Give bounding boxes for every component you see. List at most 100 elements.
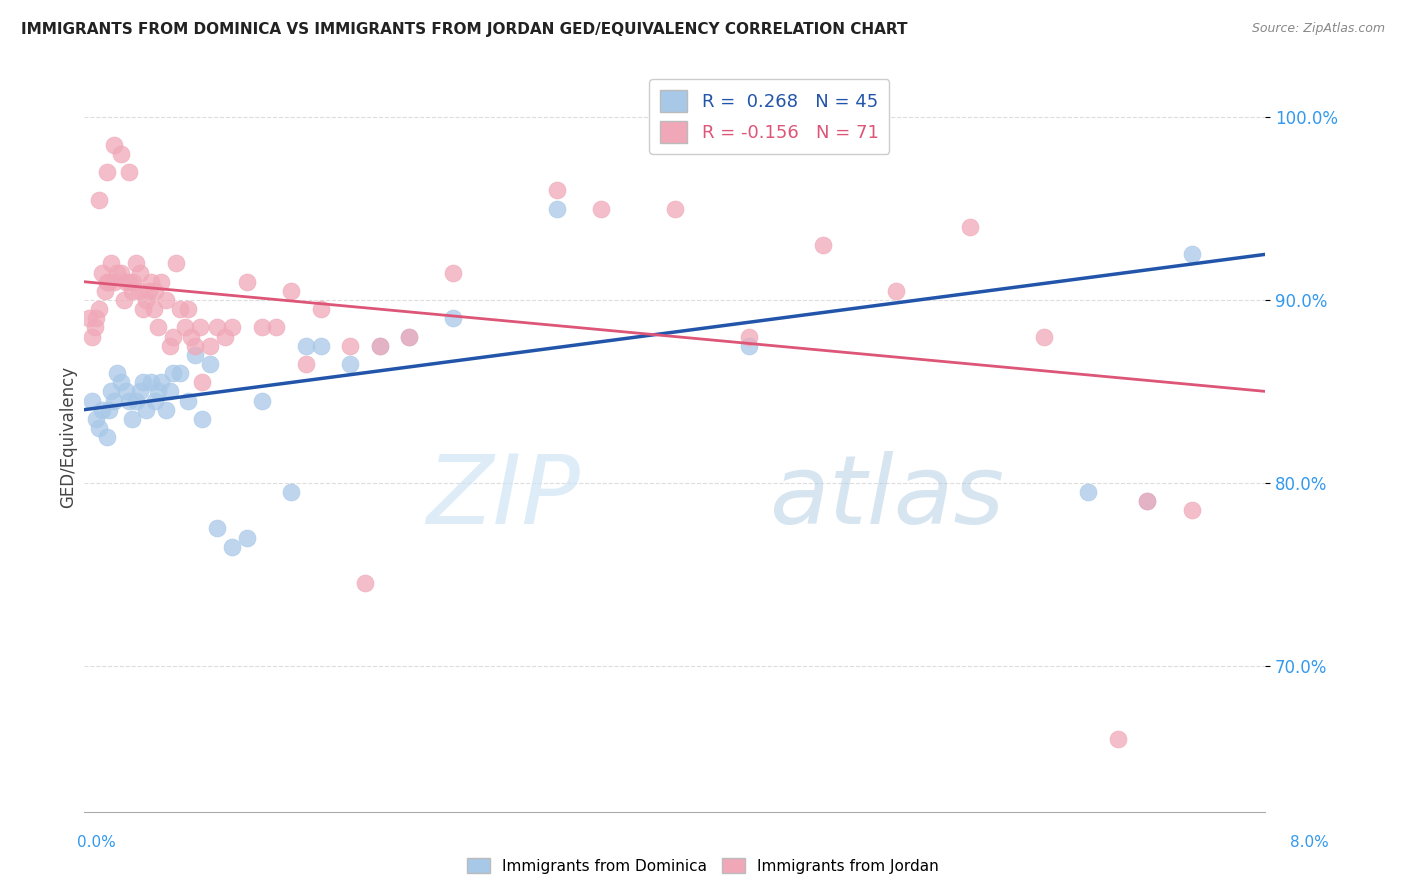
Point <box>173 320 195 334</box>
Point <box>1107 731 1129 746</box>
Point <box>87 193 111 207</box>
Point <box>155 293 177 307</box>
Point <box>159 384 181 399</box>
Point <box>155 402 177 417</box>
Point <box>214 329 236 343</box>
Point <box>87 421 111 435</box>
Point <box>250 320 273 334</box>
Point <box>1136 494 1159 508</box>
Point <box>143 284 166 298</box>
Point <box>1136 494 1159 508</box>
Text: IMMIGRANTS FROM DOMINICA VS IMMIGRANTS FROM JORDAN GED/EQUIVALENCY CORRELATION C: IMMIGRANTS FROM DOMINICA VS IMMIGRANTS F… <box>21 22 908 37</box>
Point <box>959 219 981 234</box>
Text: Source: ZipAtlas.com: Source: ZipAtlas.com <box>1251 22 1385 36</box>
Point <box>165 256 187 270</box>
Point <box>177 302 200 317</box>
Point <box>159 339 181 353</box>
Text: 8.0%: 8.0% <box>1289 836 1329 850</box>
Point <box>664 202 686 216</box>
Point <box>103 275 125 289</box>
Point <box>198 357 221 371</box>
Point <box>80 329 103 343</box>
Point <box>135 293 157 307</box>
Point <box>368 339 391 353</box>
Point <box>91 266 114 280</box>
Point <box>83 320 105 334</box>
Point <box>80 393 103 408</box>
Point <box>87 302 111 317</box>
Point <box>443 266 465 280</box>
Point <box>398 329 420 343</box>
Point <box>103 393 125 408</box>
Point <box>100 384 122 399</box>
Point <box>105 366 128 380</box>
Point <box>221 320 243 334</box>
Point <box>91 402 114 417</box>
Point <box>1181 247 1204 261</box>
Point <box>295 339 318 353</box>
Point <box>162 366 184 380</box>
Point <box>180 329 202 343</box>
Text: atlas: atlas <box>769 450 1004 543</box>
Point <box>98 275 121 289</box>
Point <box>198 339 221 353</box>
Point <box>339 339 361 353</box>
Point <box>309 339 332 353</box>
Point <box>169 302 191 317</box>
Point <box>236 275 259 289</box>
Point <box>591 202 613 216</box>
Point <box>188 320 211 334</box>
Point <box>122 275 145 289</box>
Point <box>105 266 128 280</box>
Text: 0.0%: 0.0% <box>77 836 117 850</box>
Point <box>738 339 761 353</box>
Point <box>368 339 391 353</box>
Point <box>1033 329 1056 343</box>
Point <box>94 284 117 298</box>
Point <box>191 376 214 390</box>
Point <box>114 384 136 399</box>
Point <box>128 284 150 298</box>
Point <box>162 329 184 343</box>
Point <box>132 302 155 317</box>
Point <box>125 256 148 270</box>
Point <box>103 137 125 152</box>
Point <box>112 293 135 307</box>
Point <box>96 430 118 444</box>
Point <box>177 393 200 408</box>
Point <box>250 393 273 408</box>
Point <box>129 266 152 280</box>
Point <box>129 384 152 399</box>
Point <box>143 393 166 408</box>
Legend: R =  0.268   N = 45, R = -0.156   N = 71: R = 0.268 N = 45, R = -0.156 N = 71 <box>650 79 890 153</box>
Point <box>139 275 162 289</box>
Point <box>139 376 162 390</box>
Point <box>236 531 259 545</box>
Point <box>110 376 132 390</box>
Point <box>100 256 122 270</box>
Point <box>150 376 173 390</box>
Point <box>148 384 170 399</box>
Point <box>546 183 568 197</box>
Point <box>110 266 132 280</box>
Point <box>121 412 143 426</box>
Point <box>339 357 361 371</box>
Point <box>96 275 118 289</box>
Point <box>354 576 377 591</box>
Point <box>138 284 160 298</box>
Point <box>132 376 155 390</box>
Point <box>118 165 141 179</box>
Point <box>207 320 229 334</box>
Point <box>96 165 118 179</box>
Point <box>118 275 141 289</box>
Legend: Immigrants from Dominica, Immigrants from Jordan: Immigrants from Dominica, Immigrants fro… <box>461 852 945 880</box>
Point <box>398 329 420 343</box>
Point <box>280 484 302 499</box>
Point <box>148 320 170 334</box>
Point <box>84 311 107 326</box>
Point <box>142 302 165 317</box>
Point <box>295 357 318 371</box>
Point <box>207 521 229 535</box>
Point <box>309 302 332 317</box>
Point <box>121 284 143 298</box>
